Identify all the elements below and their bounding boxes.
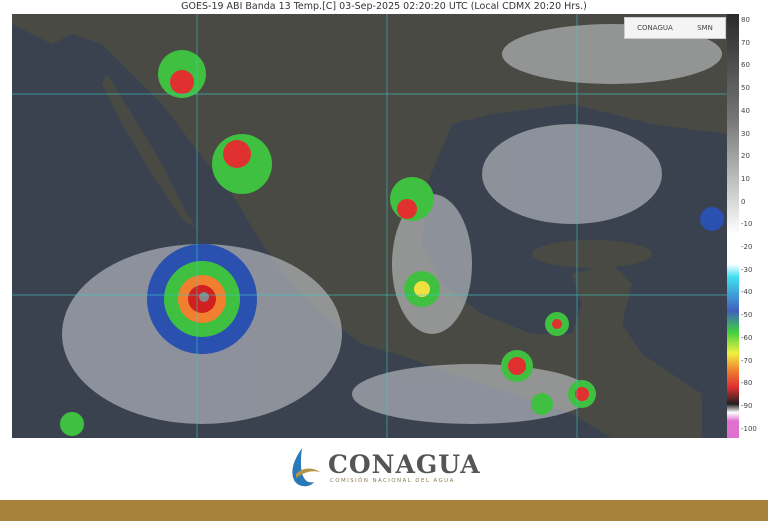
colorbar-tick: -40 bbox=[741, 288, 753, 297]
baja-california bbox=[102, 74, 197, 229]
colorbar-tick: -10 bbox=[741, 220, 753, 229]
smn-logo: SMN bbox=[697, 24, 713, 32]
colorbar-tick: 70 bbox=[741, 38, 750, 47]
cloud-layer bbox=[62, 24, 722, 424]
brand-name: CONAGUA bbox=[328, 450, 481, 479]
cuba bbox=[532, 240, 652, 268]
colorbar-tick: 80 bbox=[741, 16, 750, 24]
colorbar-tick: 10 bbox=[741, 174, 750, 183]
colorbar-tick: -20 bbox=[741, 243, 753, 251]
colorbar-tick: -50 bbox=[741, 311, 753, 320]
colorbar-tick: 0 bbox=[741, 197, 746, 206]
colorbar-tick: -30 bbox=[741, 265, 753, 274]
colorbar-tick: 40 bbox=[741, 106, 750, 115]
map-logos: CONAGUA SMN bbox=[624, 17, 726, 39]
colorbar-ticks: 80 70 60 50 40 30 20 10 0 -10 -20 -30 -40 -50 -60 -70 -8… bbox=[741, 14, 768, 438]
conagua-emblem-icon bbox=[292, 448, 320, 487]
footer-strip bbox=[0, 500, 768, 521]
graticule bbox=[12, 14, 727, 438]
colorbar-tick: -60 bbox=[741, 333, 753, 342]
conagua-logo: CONAGUA COMISIÓN NACIONAL DEL AGUA bbox=[280, 444, 490, 494]
colorbar-tick: -80 bbox=[741, 379, 753, 388]
colorbar-tick: -90 bbox=[741, 401, 753, 410]
storm-cells bbox=[60, 50, 724, 436]
colorbar-tick: -100 bbox=[741, 424, 757, 433]
colorbar-tick: 20 bbox=[741, 152, 750, 161]
colorbar-tick: 50 bbox=[741, 84, 750, 93]
satellite-map bbox=[12, 14, 727, 438]
conagua-mini-logo: CONAGUA bbox=[637, 24, 673, 32]
image-title: GOES-19 ABI Banda 13 Temp.[C] 03-Sep-202… bbox=[181, 1, 587, 12]
colorbar-tick: 30 bbox=[741, 129, 750, 138]
temperature-colorbar bbox=[727, 14, 739, 438]
colorbar-tick: -70 bbox=[741, 356, 753, 365]
brand-subtitle: COMISIÓN NACIONAL DEL AGUA bbox=[330, 478, 455, 484]
colorbar-tick: 60 bbox=[741, 61, 750, 70]
land-north-america bbox=[12, 14, 727, 438]
